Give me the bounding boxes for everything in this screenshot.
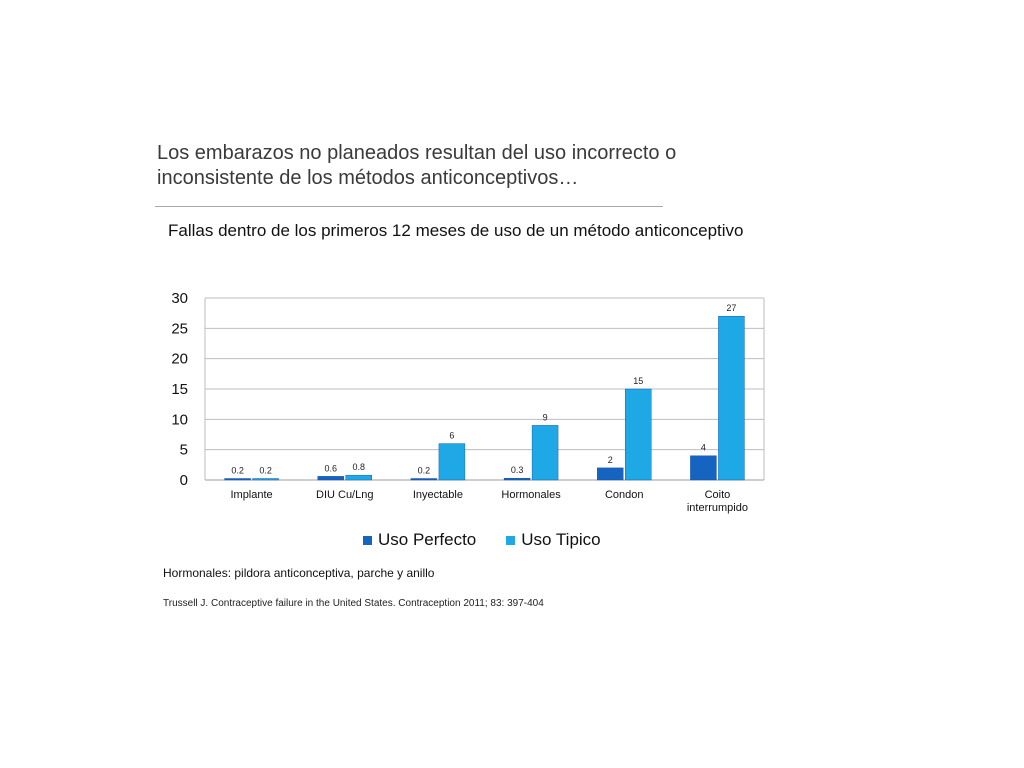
data-label: 9 [543, 412, 548, 422]
x-tick-label: DIU Cu/Lng [316, 489, 373, 501]
bar [503, 477, 531, 481]
data-label: 0.8 [352, 462, 365, 472]
data-label: 27 [726, 303, 736, 313]
data-label: 4 [701, 443, 706, 453]
heading-divider [155, 206, 663, 207]
bar [531, 425, 559, 481]
data-label: 2 [608, 455, 613, 465]
data-label: 0.2 [259, 466, 272, 476]
chart-legend: Uso Perfecto Uso Tipico [363, 529, 631, 551]
bar [597, 467, 624, 481]
legend-item-uso-tipico: Uso Tipico [506, 530, 601, 550]
y-tick-label: 20 [171, 351, 188, 368]
y-tick-label: 25 [171, 320, 188, 337]
heading-line-1: Los embarazos no planeados resultan del … [157, 142, 677, 164]
y-tick-label: 0 [180, 472, 188, 489]
legend-label-uso-tipico: Uso Tipico [521, 530, 601, 549]
data-label: 0.2 [418, 466, 431, 476]
data-label: 0.6 [324, 463, 337, 473]
x-tick-label: Hormonales [501, 489, 561, 501]
bar [224, 478, 251, 481]
slide-heading: Los embarazos no planeados resultan del … [157, 141, 777, 191]
heading-line-2: inconsistente de los métodos anticoncept… [157, 167, 579, 189]
legend-swatch-uso-tipico [506, 535, 516, 545]
bar [345, 474, 372, 481]
bar [410, 478, 438, 481]
y-tick-label: 30 [171, 290, 188, 307]
x-tick-label: Condon [605, 489, 644, 501]
x-tick-label: Inyectable [413, 489, 463, 501]
data-label: 15 [633, 376, 643, 386]
x-tick-label: Implante [230, 489, 272, 501]
legend-label-uso-perfecto: Uso Perfecto [378, 530, 477, 549]
bar [438, 443, 466, 481]
legend-item-uso-perfecto: Uso Perfecto [363, 530, 476, 550]
bar [690, 455, 717, 481]
y-tick-label: 5 [180, 442, 188, 459]
chart-title: Fallas dentro de los primeros 12 meses d… [168, 221, 744, 240]
data-label: 0.2 [231, 466, 244, 476]
bar [625, 388, 652, 481]
x-tick-label: Coito [705, 489, 731, 501]
source-citation: Trussell J. Contraceptive failure in the… [163, 598, 544, 609]
data-label: 0.3 [511, 465, 524, 475]
legend-swatch-uso-perfecto [363, 535, 372, 545]
y-tick-label: 15 [171, 381, 188, 398]
x-tick-label: interrumpido [687, 502, 748, 514]
data-label: 6 [449, 431, 454, 441]
bar [317, 476, 344, 481]
bar [718, 316, 745, 481]
bar [252, 478, 279, 481]
y-tick-label: 10 [171, 411, 188, 428]
footnote-hormonales: Hormonales: pildora anticonceptiva, parc… [163, 566, 435, 580]
